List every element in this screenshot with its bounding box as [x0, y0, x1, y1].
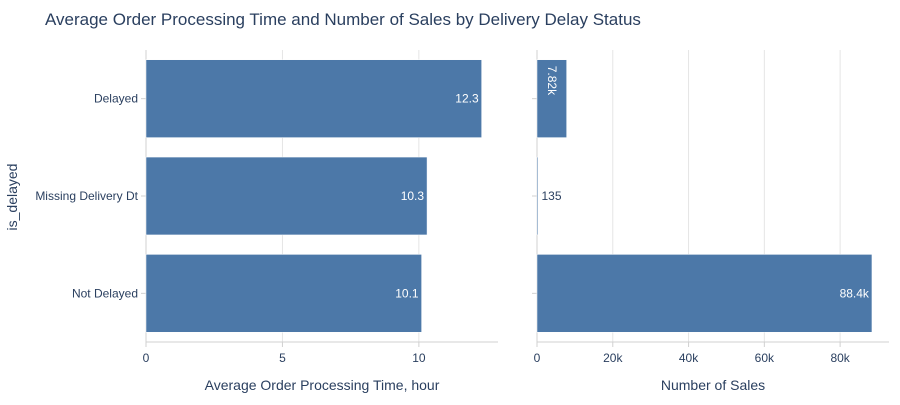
sales-bar — [536, 254, 873, 333]
time-bar-label: 12.3 — [455, 92, 479, 106]
sales-x-tick-label: 20k — [603, 351, 623, 365]
time-bar — [145, 156, 428, 236]
sales-x-tick-label: 60k — [755, 351, 775, 365]
sales-bar-label: 135 — [542, 189, 562, 203]
time-x-tick-label: 10 — [412, 351, 426, 365]
sales-bar-label: 88.4k — [840, 286, 870, 300]
time-x-tick-label: 0 — [143, 351, 150, 365]
chart-title: Average Order Processing Time and Number… — [45, 10, 641, 29]
sales-x-tick-label: 0 — [534, 351, 541, 365]
category-label: Delayed — [94, 92, 138, 106]
sales-x-axis-title: Number of Sales — [661, 377, 765, 393]
time-bar — [145, 59, 482, 138]
time-bar-label: 10.1 — [395, 286, 419, 300]
time-bar — [145, 254, 422, 333]
sales-x-tick-label: 80k — [830, 351, 850, 365]
y-axis-title: is_delayed — [4, 164, 20, 231]
sales-x-tick-label: 40k — [679, 351, 699, 365]
time-x-axis-title: Average Order Processing Time, hour — [205, 377, 440, 393]
category-label: Not Delayed — [72, 286, 138, 300]
category-label: Missing Delivery Dt — [35, 189, 138, 203]
sales-bar — [536, 156, 539, 236]
time-bar-label: 10.3 — [401, 189, 425, 203]
sales-bar-label: 7.82k — [545, 66, 559, 96]
time-x-tick-label: 5 — [279, 351, 286, 365]
processing-time-panel: Delayed Missing Delivery Dt Not Delayed 0 5 1… — [35, 50, 498, 393]
sales-count-panel: 0 20k 40k 60k 80k Number of Sales 7.82k 135 88.4… — [532, 50, 889, 393]
sales-bar — [536, 59, 567, 138]
